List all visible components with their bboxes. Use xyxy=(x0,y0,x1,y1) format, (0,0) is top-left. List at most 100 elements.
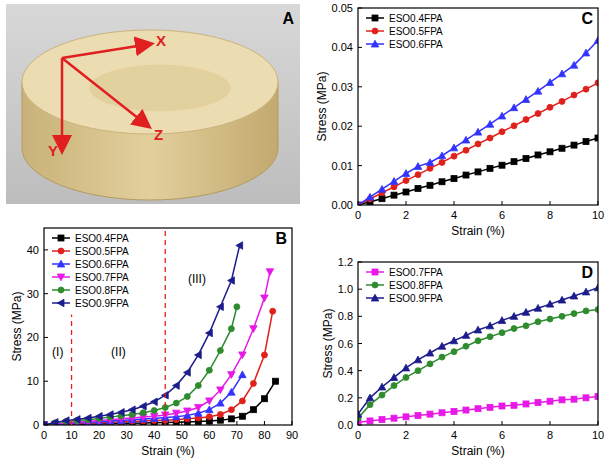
series-marker xyxy=(403,178,409,184)
series-marker xyxy=(462,136,470,143)
series-marker xyxy=(571,92,577,98)
x-tick-label: 8 xyxy=(547,429,553,441)
series-marker xyxy=(195,351,202,359)
legend-label: ESO0.7FPA xyxy=(389,267,443,278)
series-line xyxy=(358,83,598,205)
legend-label: ESO0.8FPA xyxy=(75,285,129,296)
series-marker xyxy=(583,139,589,145)
y-tick-label: 0.6 xyxy=(338,338,353,350)
legend-label: ESO0.5FPA xyxy=(389,26,443,37)
legend-marker xyxy=(58,287,64,293)
legend-label: ESO0.6FPA xyxy=(389,39,443,50)
series-marker xyxy=(234,304,240,310)
legend-marker xyxy=(372,269,378,275)
series-marker xyxy=(510,104,518,111)
x-tick xyxy=(502,421,503,425)
series-marker xyxy=(206,329,213,337)
y-tick-label: 0.04 xyxy=(332,41,353,53)
series-marker xyxy=(571,142,577,148)
x-tick-label: 90 xyxy=(286,429,298,441)
x-tick-label: 6 xyxy=(499,209,505,221)
series-marker xyxy=(206,398,214,405)
plot-area xyxy=(44,242,278,425)
series-marker xyxy=(173,382,180,390)
series-marker xyxy=(150,398,157,406)
series-marker xyxy=(475,406,481,412)
x-tick-label: 80 xyxy=(258,429,270,441)
legend-marker xyxy=(57,260,65,267)
series-marker xyxy=(487,165,493,171)
series-marker xyxy=(379,392,385,398)
series-marker xyxy=(239,398,245,404)
series-marker xyxy=(499,330,505,336)
legend: ESO0.7FPAESO0.8FPAESO0.9FPA xyxy=(366,267,443,304)
x-tick xyxy=(454,421,455,425)
legend-marker xyxy=(57,299,64,307)
series-marker xyxy=(228,277,235,285)
series-marker xyxy=(391,192,397,198)
chart-panel: 02468100.00.20.40.60.81.01.2Strain (%)St… xyxy=(321,256,604,458)
legend-label: ESO0.9FPA xyxy=(75,298,129,309)
x-tick-label: 40 xyxy=(148,429,160,441)
series-marker xyxy=(378,185,386,192)
series-marker xyxy=(239,352,247,359)
legend: ESO0.4FPAESO0.5FPAESO0.6FPAESO0.7FPAESO0… xyxy=(52,233,129,309)
y-tick-label: 0.03 xyxy=(332,81,353,93)
x-axis-title: Strain (%) xyxy=(451,224,504,238)
x-tick xyxy=(264,421,265,425)
series-marker xyxy=(499,403,505,409)
series-marker xyxy=(534,304,542,311)
series-marker xyxy=(426,349,434,356)
x-tick xyxy=(550,421,551,425)
series-marker xyxy=(583,308,589,314)
legend-marker xyxy=(57,274,65,281)
series-marker xyxy=(84,414,91,422)
series-line xyxy=(358,138,598,205)
x-axis-title: Strain (%) xyxy=(141,444,194,458)
plot-frame xyxy=(44,228,292,425)
series-marker xyxy=(486,120,494,127)
region-label: (III) xyxy=(188,272,206,286)
series-marker xyxy=(535,400,541,406)
axis-arrow-label: Y xyxy=(48,142,58,159)
series-marker xyxy=(438,342,446,349)
series-marker xyxy=(206,406,214,413)
series-marker xyxy=(450,337,458,344)
series-marker xyxy=(582,49,590,56)
panel-letter: B xyxy=(275,230,287,247)
plot-frame xyxy=(358,8,598,205)
x-tick-label: 2 xyxy=(403,209,409,221)
series-marker xyxy=(228,416,234,422)
series-marker xyxy=(402,170,410,177)
y-axis-title: Stress (MPa) xyxy=(315,71,329,141)
y-tick xyxy=(358,370,362,371)
series-marker xyxy=(140,410,146,416)
series-marker xyxy=(128,406,135,414)
series-marker xyxy=(571,311,577,317)
legend-marker xyxy=(372,15,378,21)
y-tick xyxy=(358,126,362,127)
series-marker xyxy=(106,411,113,419)
y-tick-label: 0.8 xyxy=(338,310,353,322)
x-tick-label: 4 xyxy=(451,209,457,221)
series-marker xyxy=(217,348,223,354)
legend-label: ESO0.8FPA xyxy=(389,280,443,291)
series-marker xyxy=(511,159,517,165)
x-tick-label: 0 xyxy=(355,209,361,221)
series-marker xyxy=(463,407,469,413)
series-marker xyxy=(391,184,397,190)
series-marker xyxy=(463,343,469,349)
x-tick-label: 0 xyxy=(355,429,361,441)
series-marker xyxy=(582,288,590,295)
series-marker xyxy=(451,349,457,355)
series-marker xyxy=(426,159,434,166)
plot-area xyxy=(358,284,598,425)
series-marker xyxy=(250,407,256,413)
photo-panel: XYZA xyxy=(6,4,300,204)
legend-marker xyxy=(371,40,379,47)
figure: XYZA0102030405060708090010203040Strain (… xyxy=(0,0,612,467)
series-marker xyxy=(73,416,80,424)
series-marker xyxy=(559,98,565,104)
series-marker xyxy=(498,112,506,119)
y-tick-label: 20 xyxy=(27,331,39,343)
